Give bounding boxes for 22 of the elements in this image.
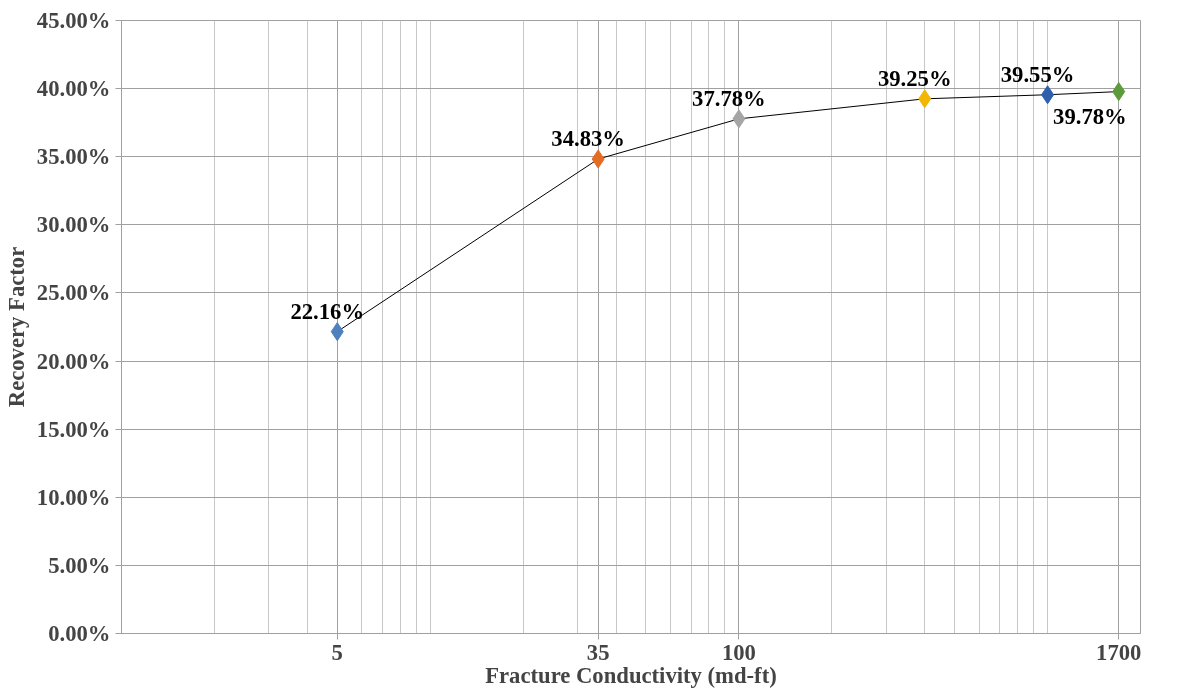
x-axis-title: Fracture Conductivity (md-ft) [485,662,777,688]
x-tick-label: 5 [331,639,343,665]
y-tick-label: 30.00% [36,212,111,238]
y-tick-label: 0.00% [48,621,111,646]
y-tick-label: 35.00% [36,144,111,170]
y-tick-label: 20.00% [36,348,111,374]
data-label: 37.78% [692,85,766,111]
x-tick-label: 100 [721,639,756,665]
x-tick-label: 1700 [1096,639,1142,665]
y-tick-label: 15.00% [36,416,111,442]
x-tick-label: 35 [586,639,610,665]
data-label: 34.83% [551,126,625,152]
y-tick-label: 45.00% [36,8,111,33]
y-tick-label: 10.00% [36,484,111,510]
data-label: 39.25% [877,65,952,91]
y-tick-label: 5.00% [48,552,111,578]
data-label: 39.78% [1053,103,1127,129]
y-axis-title: Recovery Factor [3,246,29,408]
y-tick-label: 40.00% [36,76,111,102]
y-tick-label: 25.00% [36,280,111,306]
data-label: 22.16% [290,298,365,324]
data-label: 39.55% [1000,61,1075,87]
